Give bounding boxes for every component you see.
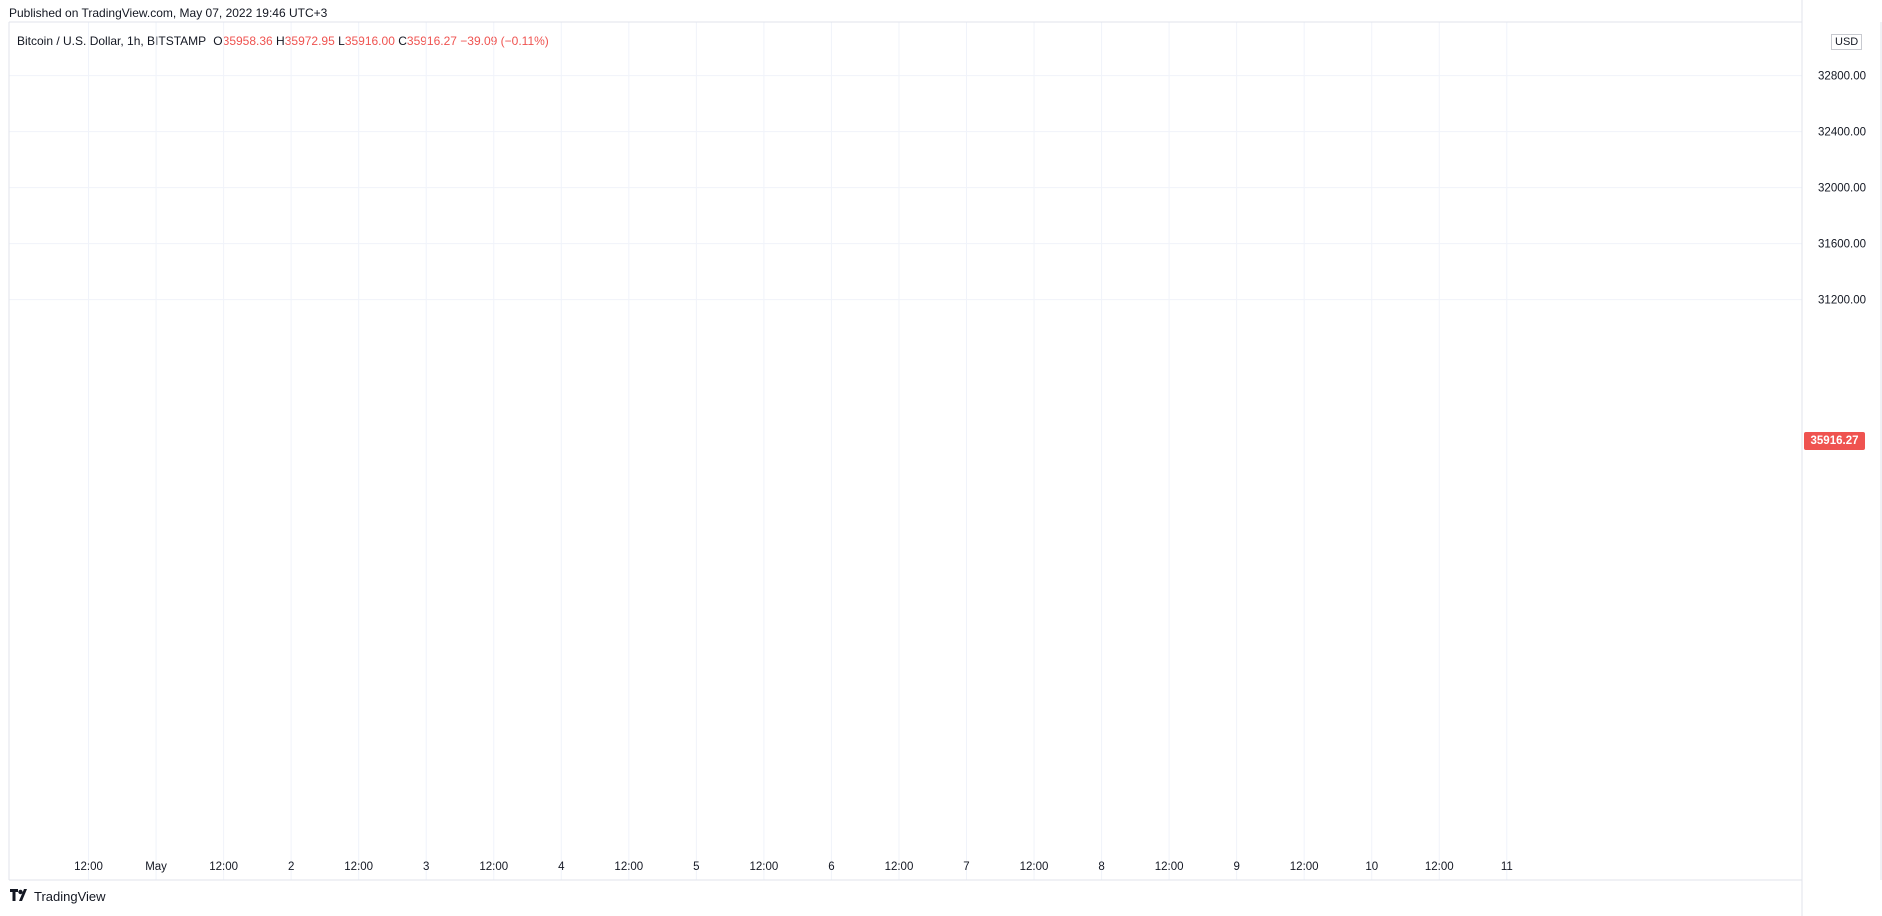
time-tick-label: 6 bbox=[828, 861, 834, 873]
high-label: H bbox=[276, 34, 285, 48]
footer-brand[interactable]: TradingView bbox=[10, 889, 106, 904]
time-tick-label: 4 bbox=[558, 861, 565, 873]
time-tick-label: 8 bbox=[1098, 861, 1104, 873]
time-tick-label: 10 bbox=[1365, 861, 1378, 873]
time-tick-label: 12:00 bbox=[74, 861, 103, 873]
grid bbox=[9, 22, 1802, 880]
time-tick-label: 12:00 bbox=[209, 861, 238, 873]
time-tick-label: 12:00 bbox=[1020, 861, 1049, 873]
time-tick-label: 9 bbox=[1233, 861, 1239, 873]
time-tick-label: May bbox=[145, 861, 167, 873]
time-tick-label: 2 bbox=[288, 861, 294, 873]
price-tick-label: 31200.00 bbox=[1818, 295, 1866, 307]
price-tick-label: 32400.00 bbox=[1818, 127, 1866, 139]
change-value: −39.09 (−0.11%) bbox=[460, 34, 549, 48]
close-label: C bbox=[398, 34, 407, 48]
time-tick-label: 12:00 bbox=[1155, 861, 1184, 873]
time-tick-label: 12:00 bbox=[344, 861, 373, 873]
time-tick-label: 5 bbox=[693, 861, 699, 873]
low-label: L bbox=[338, 34, 345, 48]
price-axis[interactable]: 31200.00 31600.00 32000.00 32400.00 32800.00 bbox=[1818, 71, 1866, 307]
time-tick-label: 3 bbox=[423, 861, 429, 873]
close-value: 35916.27 bbox=[406, 34, 457, 48]
time-tick-label: 12:00 bbox=[614, 861, 643, 873]
time-tick-label: 12:00 bbox=[885, 861, 914, 873]
price-tick-label: 32800.00 bbox=[1818, 71, 1866, 83]
open-value: 35958.36 bbox=[222, 34, 273, 48]
tradingview-logo-icon bbox=[10, 889, 30, 904]
footer-brand-label: TradingView bbox=[34, 889, 106, 904]
time-axis[interactable]: 12:00 May 12:00 2 12:00 3 12:00 4 12:00 5 12:00 6 12… bbox=[74, 861, 1513, 873]
low-value: 35916.00 bbox=[344, 34, 395, 48]
time-tick-label: 12:00 bbox=[1425, 861, 1454, 873]
open-label: O bbox=[213, 34, 223, 48]
published-caption: Published on TradingView.com, May 07, 20… bbox=[9, 6, 328, 20]
price-tick-label: 32000.00 bbox=[1818, 183, 1866, 195]
time-tick-label: 7 bbox=[963, 861, 969, 873]
time-tick-label: 12:00 bbox=[1290, 861, 1319, 873]
time-tick-label: 12:00 bbox=[750, 861, 779, 873]
symbol-name: Bitcoin / U.S. Dollar, 1h, BITSTAMP bbox=[17, 34, 206, 48]
last-price-tag: 35916.27 bbox=[1804, 432, 1865, 450]
price-tick-label: 31600.00 bbox=[1818, 239, 1866, 251]
time-tick-label: 12:00 bbox=[479, 861, 508, 873]
symbol-legend: Bitcoin / U.S. Dollar, 1h, BITSTAMP O359… bbox=[17, 34, 549, 48]
time-tick-label: 11 bbox=[1501, 861, 1513, 873]
currency-label[interactable]: USD bbox=[1831, 34, 1863, 50]
high-value: 35972.95 bbox=[284, 34, 335, 48]
